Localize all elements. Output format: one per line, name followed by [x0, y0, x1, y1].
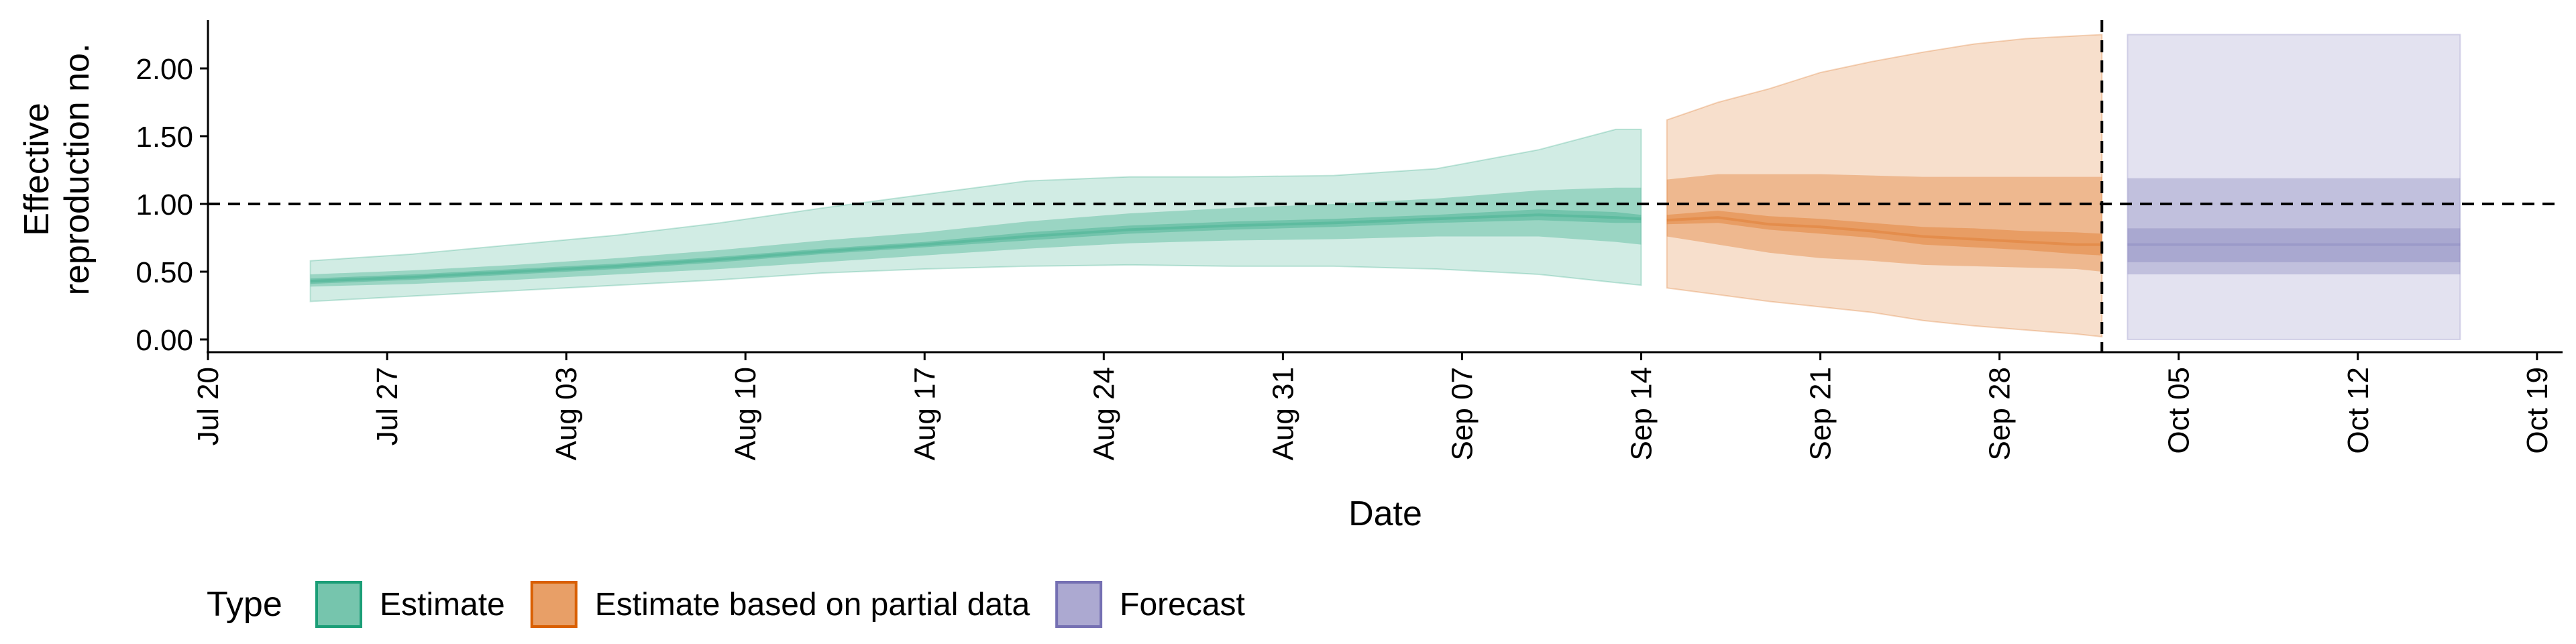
- y-tick-label: 0.50: [136, 256, 193, 289]
- estimate-median-line: [310, 213, 1642, 283]
- uncertainty-bands: [309, 34, 2461, 340]
- x-tick-label: Sep 14: [1625, 367, 1658, 460]
- x-axis-label: Date: [1348, 494, 1422, 533]
- partial-band-50: [1666, 174, 2102, 272]
- partial-band-20: [1666, 211, 2102, 256]
- y-tick-label: 1.00: [136, 189, 193, 221]
- legend-label-partial: Estimate based on partial data: [595, 587, 1030, 623]
- y-tick-label: 1.50: [136, 121, 193, 154]
- estimate-band-90: [309, 128, 1642, 303]
- y-tick-label: 2.00: [136, 53, 193, 86]
- legend-key-estimate: [315, 581, 362, 628]
- forecast-band-50: [2127, 178, 2461, 274]
- x-tick-label: Aug 10: [729, 367, 762, 460]
- forecast-band-90: [2127, 34, 2461, 340]
- x-axis-ticks: Jul 20 Jul 27 Aug 03 Aug 10 Aug 17 Aug 24 Aug …: [192, 352, 2554, 460]
- partial-median-line: [1666, 216, 2102, 246]
- estimate-band-20: [310, 209, 1642, 284]
- x-tick-label: Aug 31: [1267, 367, 1299, 460]
- x-tick-label: Jul 20: [192, 367, 225, 445]
- median-lines: [310, 213, 2461, 283]
- y-tick-label: 0.00: [136, 324, 193, 357]
- x-tick-label: Aug 24: [1087, 367, 1120, 460]
- x-tick-label: Oct 05: [2163, 367, 2196, 454]
- legend-label-forecast: Forecast: [1120, 587, 1245, 623]
- x-tick-label: Sep 28: [1984, 367, 2017, 460]
- legend: Type Estimate Estimate based on partial d…: [207, 581, 1245, 628]
- x-tick-label: Aug 17: [908, 367, 941, 460]
- legend-title: Type: [207, 585, 282, 624]
- x-tick-label: Oct 19: [2521, 367, 2554, 454]
- x-tick-label: Jul 27: [371, 367, 404, 445]
- y-axis-label-line1: Effective: [17, 103, 56, 235]
- y-axis-ticks: 0.00 0.50 1.00 1.50 2.00: [136, 53, 208, 357]
- y-axis-label-line2: reproduction no.: [58, 44, 97, 296]
- x-tick-label: Sep 07: [1446, 367, 1479, 460]
- x-tick-label: Aug 03: [550, 367, 583, 460]
- legend-label-estimate: Estimate: [380, 587, 505, 623]
- partial-band-90: [1666, 34, 2103, 338]
- legend-key-forecast: [1055, 581, 1103, 628]
- estimate-band-50: [310, 187, 1642, 287]
- x-tick-label: Sep 21: [1805, 367, 1837, 460]
- legend-key-partial: [530, 581, 578, 628]
- forecast-band-20: [2127, 228, 2461, 262]
- x-tick-label: Oct 12: [2342, 367, 2375, 454]
